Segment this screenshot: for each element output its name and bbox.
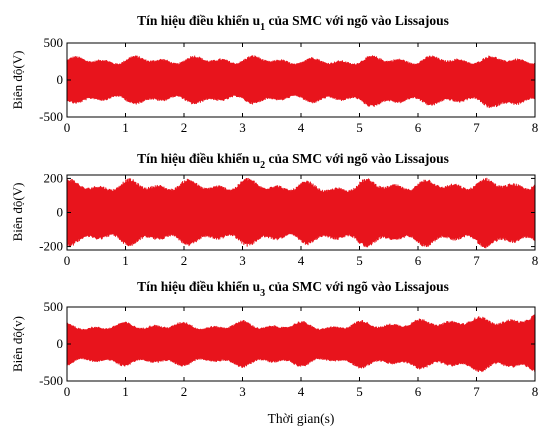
subplot-3-xtick-label: 6 bbox=[415, 384, 422, 399]
subplot-2-title-rest: của SMC với ngõ vào Lissajous bbox=[265, 151, 449, 166]
subplot-1-xtick-label: 4 bbox=[298, 120, 305, 135]
subplot-2-xtick-label: 5 bbox=[356, 253, 363, 268]
subplot-3-xlabel: Thời gian(s) bbox=[268, 411, 335, 426]
subplot-3-ytick-label: -500 bbox=[39, 373, 63, 388]
subplot-2-xtick-label: 6 bbox=[415, 253, 422, 268]
subplot-3-title-subscript: 3 bbox=[260, 288, 265, 299]
subplot-2-ytick-label: -200 bbox=[39, 239, 63, 254]
subplot-2-xtick-label: 2 bbox=[181, 253, 188, 268]
subplot-3-ytick-label: 0 bbox=[57, 336, 64, 351]
subplot-1-xtick-label: 6 bbox=[415, 120, 422, 135]
subplot-1-signal bbox=[66, 55, 536, 109]
subplot-1-title: Tín hiệu điều khiển u1 của SMC với ngõ v… bbox=[137, 13, 449, 33]
subplot-2-ytick-label: 0 bbox=[57, 205, 64, 220]
subplot-1-xtick-label: 5 bbox=[356, 120, 363, 135]
subplot-2-title-subscript: 2 bbox=[260, 160, 265, 171]
subplot-2-title-main: Tín hiệu điều khiển u bbox=[137, 151, 261, 166]
subplot-1-title-main: Tín hiệu điều khiển u bbox=[137, 13, 261, 28]
subplot-3: Tín hiệu điều khiển u3 của SMC với ngõ v… bbox=[10, 279, 538, 426]
subplot-3-xtick-label: 0 bbox=[64, 384, 71, 399]
subplot-2: Tín hiệu điều khiển u2 của SMC với ngõ v… bbox=[10, 151, 538, 268]
subplot-1-ytick-label: 500 bbox=[44, 35, 64, 50]
subplot-2-xtick-label: 0 bbox=[64, 253, 71, 268]
subplot-3-xtick-label: 1 bbox=[122, 384, 129, 399]
subplot-3-series-line bbox=[66, 314, 536, 373]
subplot-2-xtick-label: 7 bbox=[473, 253, 480, 268]
subplot-1-ytick-label: -500 bbox=[39, 109, 63, 124]
subplot-3-signal bbox=[66, 314, 536, 373]
subplot-1-xtick-label: 8 bbox=[532, 120, 539, 135]
subplot-3-xtick-label: 4 bbox=[298, 384, 305, 399]
subplot-2-series-line bbox=[66, 177, 536, 249]
subplot-3-ytick-label: 500 bbox=[44, 299, 64, 314]
subplot-3-xtick-label: 5 bbox=[356, 384, 363, 399]
subplot-2-xtick-label: 8 bbox=[532, 253, 539, 268]
subplot-1-ylabel: Biên độ(V) bbox=[10, 51, 25, 110]
subplot-2-ytick-label: 200 bbox=[44, 170, 64, 185]
subplot-2-title: Tín hiệu điều khiển u2 của SMC với ngõ v… bbox=[137, 151, 449, 171]
subplot-1-xtick-label: 3 bbox=[239, 120, 246, 135]
subplot-1-xtick-label: 7 bbox=[473, 120, 480, 135]
subplot-2-ylabel: Biên độ(V) bbox=[10, 183, 25, 242]
subplot-1-xtick-label: 0 bbox=[64, 120, 71, 135]
subplot-3-title-main: Tín hiệu điều khiển u bbox=[137, 279, 261, 294]
subplot-1-title-rest: của SMC với ngõ vào Lissajous bbox=[265, 13, 449, 28]
subplot-2-signal bbox=[66, 177, 536, 249]
subplot-1-ytick-label: 0 bbox=[57, 72, 64, 87]
subplot-3-xtick-label: 2 bbox=[181, 384, 188, 399]
subplot-2-xtick-label: 4 bbox=[298, 253, 305, 268]
subplot-1: Tín hiệu điều khiển u1 của SMC với ngõ v… bbox=[10, 13, 538, 135]
subplot-2-xtick-label: 3 bbox=[239, 253, 246, 268]
subplot-3-xtick-label: 7 bbox=[473, 384, 480, 399]
subplot-3-title: Tín hiệu điều khiển u3 của SMC với ngõ v… bbox=[137, 279, 449, 299]
subplot-2-xtick-label: 1 bbox=[122, 253, 129, 268]
subplot-1-xtick-label: 2 bbox=[181, 120, 188, 135]
subplot-3-title-rest: của SMC với ngõ vào Lissajous bbox=[265, 279, 449, 294]
subplot-3-xtick-label: 8 bbox=[532, 384, 539, 399]
subplot-1-xtick-label: 1 bbox=[122, 120, 129, 135]
subplot-3-xtick-label: 3 bbox=[239, 384, 246, 399]
subplot-1-series-line bbox=[66, 55, 536, 109]
subplot-1-title-subscript: 1 bbox=[260, 22, 265, 33]
subplot-3-ylabel: Biên độ(v) bbox=[10, 316, 25, 372]
